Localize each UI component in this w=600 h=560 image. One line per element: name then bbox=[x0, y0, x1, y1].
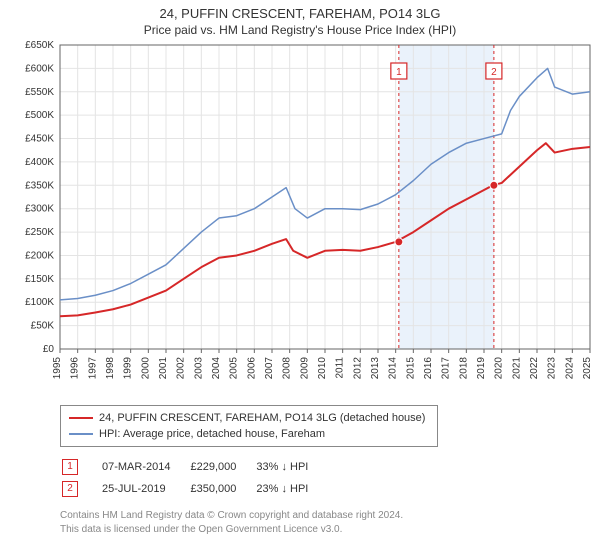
svg-text:2014: 2014 bbox=[388, 357, 399, 380]
sales-table: 1 07-MAR-2014£229,00033% ↓ HPI 2 25-JUL-201… bbox=[60, 455, 328, 501]
svg-text:2023: 2023 bbox=[547, 357, 558, 380]
legend-item: 24, PUFFIN CRESCENT, FAREHAM, PO14 3LG (… bbox=[69, 410, 429, 426]
svg-text:1999: 1999 bbox=[123, 357, 134, 380]
svg-text:2022: 2022 bbox=[529, 357, 540, 380]
svg-text:£250K: £250K bbox=[25, 227, 54, 238]
svg-text:1: 1 bbox=[396, 67, 402, 78]
svg-text:£100K: £100K bbox=[25, 297, 54, 308]
sale-price: £350,000 bbox=[190, 479, 254, 499]
svg-text:£400K: £400K bbox=[25, 157, 54, 168]
sale-date: 07-MAR-2014 bbox=[102, 457, 188, 477]
svg-text:2016: 2016 bbox=[423, 357, 434, 380]
svg-text:2002: 2002 bbox=[176, 357, 187, 380]
svg-text:2019: 2019 bbox=[476, 357, 487, 380]
svg-text:£300K: £300K bbox=[25, 204, 54, 215]
title-block: 24, PUFFIN CRESCENT, FAREHAM, PO14 3LG P… bbox=[0, 0, 600, 39]
svg-text:2018: 2018 bbox=[458, 357, 469, 380]
line-chart-svg: £0 £50K £100K £150K £200K £250K £300K £350K £400… bbox=[0, 39, 600, 399]
table-row: 1 07-MAR-2014£229,00033% ↓ HPI bbox=[62, 457, 326, 477]
sale-date: 25-JUL-2019 bbox=[102, 479, 188, 499]
svg-text:1996: 1996 bbox=[70, 357, 81, 380]
svg-text:2011: 2011 bbox=[335, 357, 346, 379]
svg-text:2017: 2017 bbox=[441, 357, 452, 380]
svg-text:2005: 2005 bbox=[229, 357, 240, 380]
svg-text:2004: 2004 bbox=[211, 357, 222, 380]
footer-line-2: This data is licensed under the Open Gov… bbox=[60, 523, 600, 537]
legend-swatch bbox=[69, 433, 93, 435]
svg-text:2010: 2010 bbox=[317, 357, 328, 380]
title-address: 24, PUFFIN CRESCENT, FAREHAM, PO14 3LG bbox=[4, 6, 596, 21]
svg-text:1998: 1998 bbox=[105, 357, 116, 380]
svg-text:2015: 2015 bbox=[405, 357, 416, 380]
table-row: 2 25-JUL-2019£350,00023% ↓ HPI bbox=[62, 479, 326, 499]
legend-swatch bbox=[69, 417, 93, 419]
legend: 24, PUFFIN CRESCENT, FAREHAM, PO14 3LG (… bbox=[60, 405, 438, 447]
svg-text:2024: 2024 bbox=[564, 357, 575, 380]
svg-text:2003: 2003 bbox=[193, 357, 204, 380]
sale-price: £229,000 bbox=[190, 457, 254, 477]
svg-text:2013: 2013 bbox=[370, 357, 381, 380]
legend-item: HPI: Average price, detached house, Fare… bbox=[69, 426, 429, 442]
svg-text:1997: 1997 bbox=[87, 357, 98, 380]
svg-text:£200K: £200K bbox=[25, 250, 54, 261]
svg-text:£550K: £550K bbox=[25, 87, 54, 98]
svg-text:2009: 2009 bbox=[299, 357, 310, 380]
svg-text:£50K: £50K bbox=[31, 321, 55, 332]
svg-text:2020: 2020 bbox=[494, 357, 505, 380]
footer-attribution: Contains HM Land Registry data © Crown c… bbox=[60, 509, 600, 536]
chart-area: £0 £50K £100K £150K £200K £250K £300K £350K £400… bbox=[0, 39, 600, 399]
svg-text:£600K: £600K bbox=[25, 63, 54, 74]
svg-text:2025: 2025 bbox=[582, 357, 593, 380]
svg-text:2008: 2008 bbox=[282, 357, 293, 380]
svg-text:1995: 1995 bbox=[52, 357, 63, 380]
svg-text:2006: 2006 bbox=[246, 357, 257, 380]
sale-delta: 33% ↓ HPI bbox=[256, 457, 326, 477]
svg-text:£500K: £500K bbox=[25, 110, 54, 121]
svg-text:£650K: £650K bbox=[25, 40, 54, 51]
svg-text:2000: 2000 bbox=[140, 357, 151, 380]
svg-text:2007: 2007 bbox=[264, 357, 275, 380]
svg-text:£350K: £350K bbox=[25, 180, 54, 191]
svg-text:2001: 2001 bbox=[158, 357, 169, 380]
svg-text:2012: 2012 bbox=[352, 357, 363, 380]
sale-delta: 23% ↓ HPI bbox=[256, 479, 326, 499]
svg-text:2021: 2021 bbox=[511, 357, 522, 380]
svg-text:£150K: £150K bbox=[25, 274, 54, 285]
legend-label: 24, PUFFIN CRESCENT, FAREHAM, PO14 3LG (… bbox=[99, 412, 425, 424]
svg-text:£450K: £450K bbox=[25, 134, 54, 145]
chart-container: 24, PUFFIN CRESCENT, FAREHAM, PO14 3LG P… bbox=[0, 0, 600, 536]
legend-label: HPI: Average price, detached house, Fare… bbox=[99, 428, 325, 440]
title-subtitle: Price paid vs. HM Land Registry's House … bbox=[4, 23, 596, 37]
sale-marker: 1 bbox=[62, 459, 78, 475]
sale-marker: 2 bbox=[62, 481, 78, 497]
svg-text:£0: £0 bbox=[43, 344, 55, 355]
footer-line-1: Contains HM Land Registry data © Crown c… bbox=[60, 509, 600, 523]
svg-text:2: 2 bbox=[491, 67, 497, 78]
